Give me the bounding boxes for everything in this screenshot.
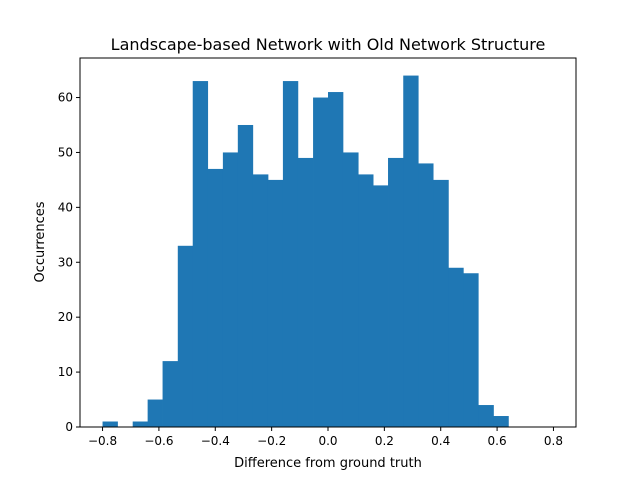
histogram-bar — [358, 174, 374, 427]
y-tick-label: 40 — [58, 200, 73, 214]
histogram-bar — [448, 267, 464, 427]
histogram-bar — [267, 179, 284, 427]
y-tick-label: 10 — [58, 365, 73, 379]
histogram-bar — [328, 92, 344, 427]
x-tick-label: −0.4 — [201, 434, 230, 448]
histogram-bar — [192, 81, 209, 427]
histogram-bar — [132, 421, 149, 427]
plot-frame — [79, 57, 577, 428]
x-tick-label: 0.4 — [431, 434, 450, 448]
histogram-bar — [342, 152, 359, 428]
histogram-bar — [388, 157, 404, 427]
x-tick-label: 0.0 — [318, 434, 337, 448]
y-axis-label: Occurrences — [33, 201, 48, 282]
histogram-bar — [433, 179, 449, 427]
x-ticks-group: −0.8 −0.6 −0.4 −0.2 0.0 0.2 0.4 0.6 0.8 — [88, 427, 563, 448]
bars-group — [102, 75, 509, 428]
histogram-bar — [313, 97, 329, 428]
histogram-bar — [282, 81, 299, 427]
y-ticks-group: 0 10 20 30 40 50 60 — [58, 91, 80, 434]
y-tick-label: 60 — [58, 91, 73, 105]
x-tick-label: −0.8 — [88, 434, 117, 448]
histogram-bar — [297, 157, 314, 427]
x-axis-label: Difference from ground truth — [234, 456, 422, 471]
histogram-bar — [478, 405, 494, 427]
histogram-bar — [252, 174, 269, 427]
x-tick-label: −0.2 — [257, 434, 286, 448]
histogram-bar — [222, 152, 239, 428]
histogram-bar — [177, 245, 194, 427]
y-tick-label: 0 — [65, 420, 73, 434]
histogram-bar — [237, 124, 254, 427]
histogram-bar — [403, 75, 419, 428]
histogram-bar — [463, 273, 479, 427]
histogram-bar — [418, 163, 434, 427]
y-tick-label: 50 — [58, 145, 73, 159]
x-tick-label: −0.6 — [144, 434, 173, 448]
y-tick-label: 20 — [58, 310, 73, 324]
y-tick-label: 30 — [58, 255, 73, 269]
x-tick-label: 0.2 — [375, 434, 394, 448]
histogram-bar — [162, 361, 179, 427]
histogram-bar — [207, 168, 224, 427]
x-tick-label: 0.8 — [544, 434, 563, 448]
chart-title: Landscape-based Network with Old Network… — [111, 35, 546, 54]
histogram-bar — [102, 421, 118, 427]
x-tick-label: 0.6 — [488, 434, 507, 448]
histogram-bar — [373, 185, 389, 427]
histogram-bar — [493, 416, 509, 427]
histogram-bar — [147, 399, 163, 427]
